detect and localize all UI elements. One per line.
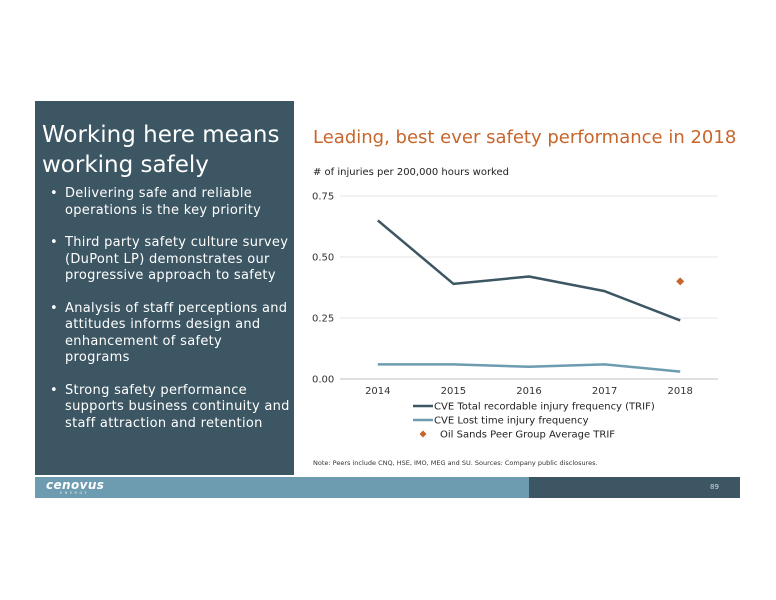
bullet-item: • Delivering safe and reliable operations… (50, 186, 290, 219)
bullet-dot: • (50, 300, 58, 316)
page-number: 89 (710, 483, 719, 491)
logo-subtitle: ENERGY (60, 491, 90, 495)
panel-title: Working here means working safely (42, 122, 280, 178)
bullet-dot: • (50, 186, 58, 201)
series-line (377, 363, 681, 373)
bullet-item: • Analysis of staff perceptions and attit… (50, 301, 290, 367)
left-panel (35, 101, 294, 475)
y-tick-label: 0.00 (312, 375, 334, 386)
bullet-text: Strong safety performance supports busin… (65, 382, 290, 431)
x-tick-label: 2017 (592, 386, 617, 397)
x-tick-label: 2018 (667, 386, 692, 397)
bullet-item: • Third party safety culture survey (DuPo… (50, 235, 290, 285)
footer-dark-block (529, 477, 740, 498)
line-chart: 0.00 0.25 0.50 0.75 2014 2015 2016 2017 2018 CVE … (312, 192, 718, 441)
bullet-text: Delivering safe and reliable operations … (65, 186, 262, 218)
bullet-dot: • (50, 235, 58, 250)
legend-label: Oil Sands Peer Group Average TRIF (440, 430, 615, 441)
bullet-list: • Delivering safe and reliable operations… (50, 186, 290, 448)
x-tick-label: 2015 (441, 386, 466, 397)
bullet-dot: • (50, 382, 58, 398)
series-line (376, 219, 681, 322)
cenovus-logo: cenovus (46, 478, 105, 492)
bullet-item: • Strong safety performance supports busi… (50, 383, 290, 433)
x-tick-label: 2014 (365, 386, 390, 397)
y-axis-units-label: # of injuries per 200,000 hours worked (313, 167, 509, 178)
legend-label: CVE Lost time injury frequency (434, 416, 589, 427)
y-tick-label: 0.75 (312, 192, 334, 203)
y-tick-label: 0.25 (312, 314, 334, 325)
chart-title: Leading, best ever safety performance in… (313, 127, 737, 148)
bullet-text: Analysis of staff perceptions and attitu… (65, 300, 288, 366)
y-tick-label: 0.50 (312, 253, 334, 264)
footnote: Note: Peers include CNQ, HSE, IMO, MEG a… (313, 459, 598, 467)
bullet-text: Third party safety culture survey (DuPon… (65, 235, 289, 283)
x-tick-label: 2016 (516, 386, 541, 397)
legend-swatch (419, 430, 427, 438)
peer-average-marker (676, 277, 685, 286)
legend-label: CVE Total recordable injury frequency (T… (434, 402, 655, 413)
